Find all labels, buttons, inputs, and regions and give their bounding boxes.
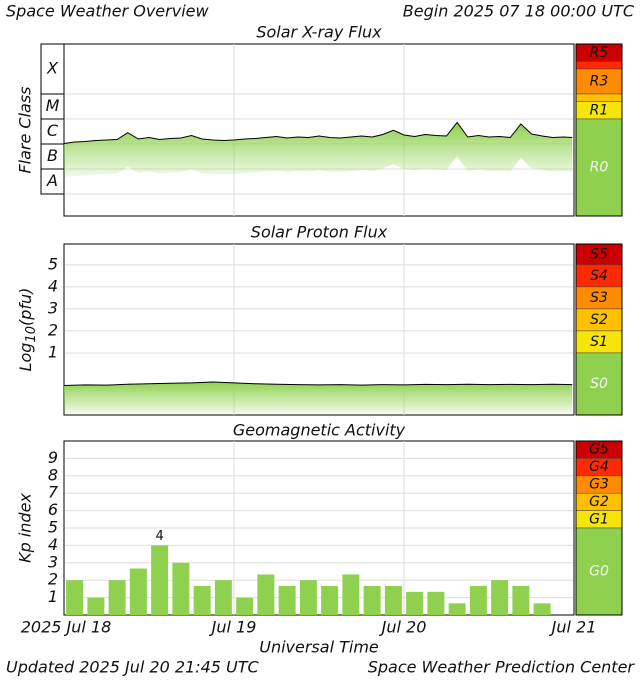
flare-class-label: X: [46, 59, 59, 78]
scale-label: G0: [589, 564, 609, 580]
kp-bar: [129, 568, 147, 615]
kp-bar: [278, 585, 296, 615]
scale-label: R5: [590, 45, 609, 61]
kp-bar: [406, 591, 424, 615]
y-tick-label: 1: [48, 587, 58, 606]
kp-bar: [236, 597, 254, 615]
y-tick-label: 8: [48, 465, 58, 484]
y-tick-label: 9: [48, 448, 58, 467]
kp-bar: [491, 580, 509, 615]
scale-box: [575, 118, 623, 217]
kp-bar: [257, 574, 275, 615]
kp-bar: [299, 580, 317, 615]
y-tick-label: 7: [48, 483, 59, 502]
flare-class-label: A: [46, 171, 58, 190]
flare-class-label: C: [47, 121, 59, 140]
y-axis-label: Kp index: [16, 493, 35, 563]
kp-bar: [214, 580, 232, 615]
kp-bar: [172, 562, 190, 615]
page-title: Space Weather Overview: [6, 2, 209, 21]
scale-box: [575, 68, 623, 95]
x-tick-label: Jul 19: [209, 618, 257, 637]
kp-bar: [427, 591, 445, 615]
scale-label: S3: [590, 290, 608, 306]
scale-label: R3: [590, 74, 609, 90]
flux-line: [63, 381, 573, 387]
scale-label: G3: [589, 477, 609, 493]
flare-class-label: M: [46, 96, 60, 115]
y-label-sub: 10: [24, 326, 39, 343]
flare-class-box: [40, 168, 65, 195]
flux-fill: [64, 381, 573, 414]
kp-bar: [363, 585, 381, 615]
kp-bar: [469, 585, 487, 615]
y-axis-label: Log10(pfu): [16, 288, 39, 372]
x-tick-label: Jul 21: [549, 618, 597, 637]
scale-label: G5: [589, 442, 609, 458]
y-tick-label: 4: [48, 535, 58, 554]
plot-area: [63, 43, 575, 217]
kp-bar: [66, 580, 84, 615]
scale-label: R1: [590, 102, 609, 118]
y-tick-label: 6: [48, 500, 58, 519]
scale-label: S4: [590, 268, 608, 284]
scale-label: G1: [589, 511, 609, 527]
kp-bar: [342, 574, 360, 615]
scale-frame: [575, 440, 623, 616]
kp-bar: [108, 580, 126, 615]
scale-label: S1: [590, 334, 608, 350]
scale-box: [575, 527, 623, 616]
y-tick-label: 3: [48, 552, 58, 571]
y-tick-label: 3: [48, 298, 58, 317]
updated-time: Updated 2025 Jul 20 21:45 UTC: [6, 658, 260, 677]
x-axis-label: Universal Time: [259, 638, 379, 657]
kp-bar: [448, 603, 466, 615]
kp-bar: [151, 545, 169, 615]
kp-bar: [384, 585, 402, 615]
scale-label: G2: [589, 494, 609, 510]
kp-bar: [321, 585, 339, 615]
scale-label: R0: [590, 160, 609, 176]
y-axis-label: Flare Class: [16, 86, 35, 173]
scale-frame: [575, 43, 623, 217]
scale-frame: [575, 243, 623, 416]
scale-label: S2: [590, 312, 608, 328]
y-label-unit: (pfu): [16, 288, 35, 326]
scale-label: G4: [589, 459, 609, 475]
begin-time: Begin 2025 07 18 00:00 UTC: [403, 2, 635, 21]
kp-bar: [512, 585, 530, 615]
y-tick-label: 5: [48, 518, 58, 537]
kp-bar: [533, 603, 551, 615]
panel-title: Solar X-ray Flux: [256, 23, 382, 42]
scale-label: S5: [590, 246, 608, 262]
kp-bar: [193, 585, 211, 615]
y-tick-label: 5: [48, 254, 58, 273]
panel-title: Geomagnetic Activity: [233, 421, 406, 440]
kp-bar: [87, 597, 105, 615]
flux-line: [63, 121, 573, 144]
y-tick-label: 2: [48, 320, 58, 339]
x-tick-label: 2025 Jul 18: [21, 618, 112, 637]
y-label-base: Log: [16, 343, 35, 372]
scale-box: [575, 61, 623, 70]
y-tick-label: 2: [48, 570, 58, 589]
kp-max-label: 4: [155, 529, 163, 544]
y-tick-label: 4: [48, 276, 58, 295]
scale-label: S0: [590, 376, 608, 392]
panel-title: Solar Proton Flux: [251, 223, 388, 242]
y-tick-label: 1: [48, 342, 58, 361]
provider: Space Weather Prediction Center: [368, 658, 636, 677]
flare-class-label: B: [47, 146, 58, 165]
x-tick-label: Jul 20: [379, 618, 427, 637]
scale-box: [575, 93, 623, 102]
